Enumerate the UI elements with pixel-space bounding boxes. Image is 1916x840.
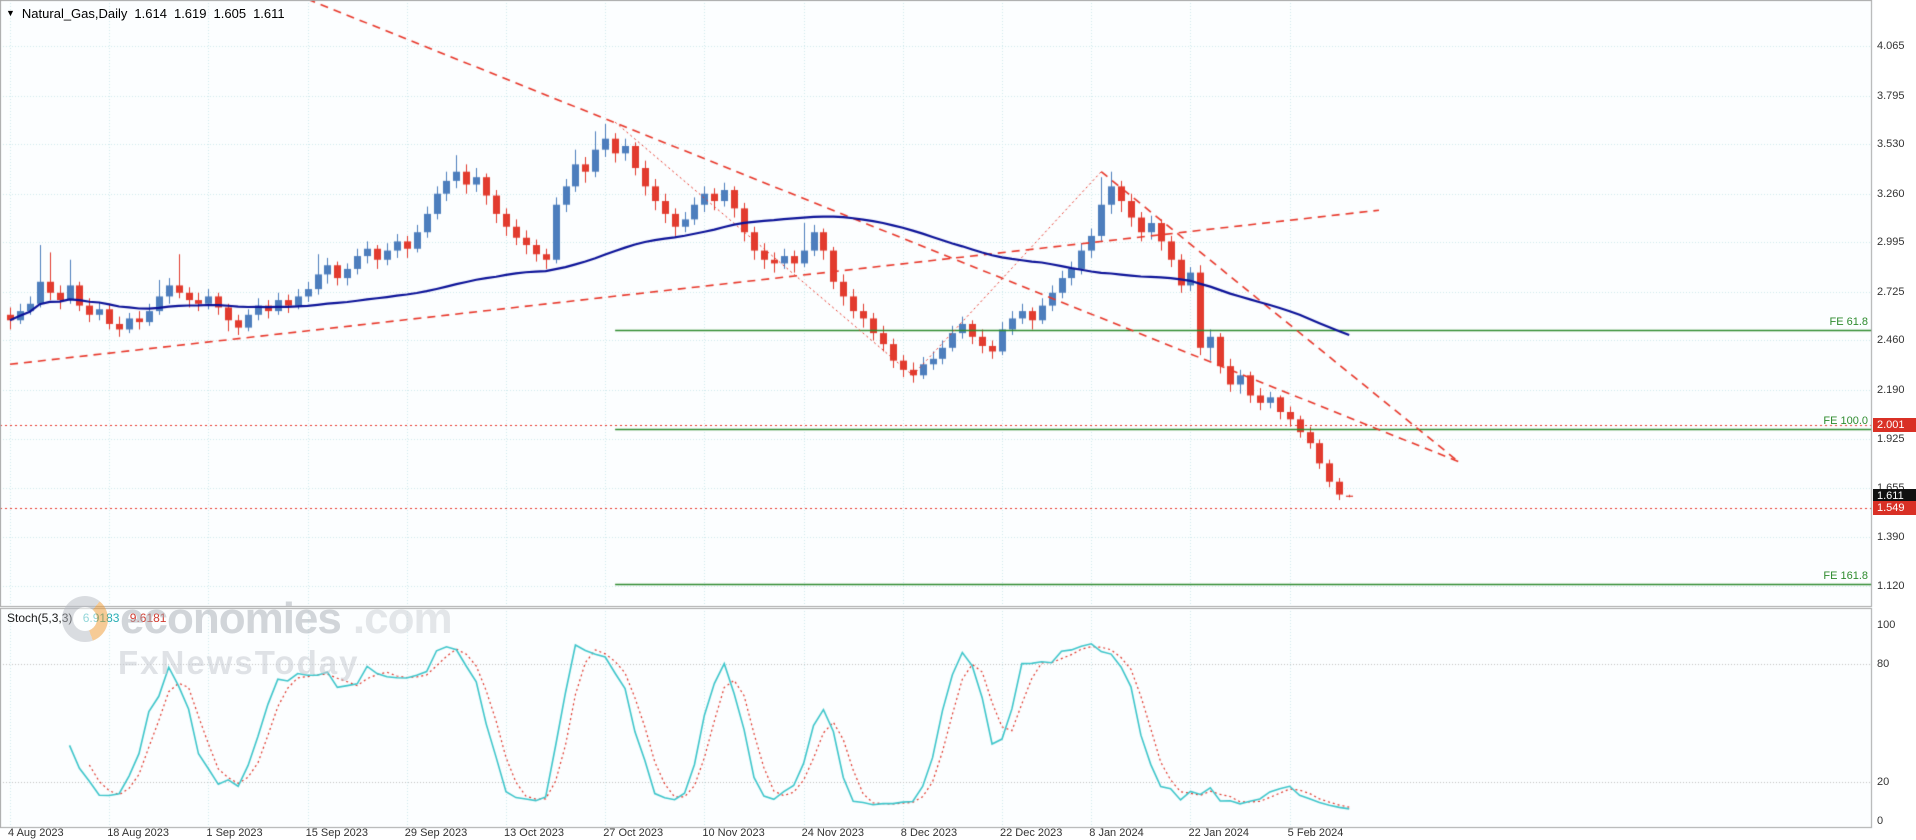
stoch-axis-label: 100 bbox=[1877, 619, 1896, 631]
price-axis-label: 3.795 bbox=[1877, 89, 1905, 102]
date-axis-label: 22 Jan 2024 bbox=[1188, 827, 1250, 839]
quote-high: 1.619 bbox=[173, 6, 207, 21]
symbol-quote: ▼ Natural_Gas,Daily 1.614 1.619 1.605 1.… bbox=[6, 6, 285, 21]
price-axis-label: 1.120 bbox=[1877, 580, 1905, 593]
price-axis-label: 1.925 bbox=[1877, 432, 1905, 445]
date-axis-label: 10 Nov 2023 bbox=[702, 827, 765, 839]
stoch-axis-label: 20 bbox=[1877, 775, 1890, 788]
price-axis-label: 2.995 bbox=[1877, 236, 1905, 249]
stoch-axis-label: 80 bbox=[1877, 658, 1890, 671]
price-tag: 1.611 bbox=[1873, 489, 1916, 504]
date-axis-label: 15 Sep 2023 bbox=[305, 827, 368, 839]
date-axis-label: 8 Dec 2023 bbox=[900, 827, 958, 839]
price-tag: 1.549 bbox=[1873, 500, 1916, 515]
date-axis-label: 27 Oct 2023 bbox=[603, 827, 664, 839]
symbol-dropdown-icon[interactable]: ▼ bbox=[6, 8, 15, 18]
price-axis-label: 2.460 bbox=[1877, 334, 1905, 347]
symbol-name: Natural_Gas,Daily bbox=[21, 6, 128, 21]
date-axis-label: 22 Dec 2023 bbox=[1000, 827, 1063, 839]
date-axis-label: 24 Nov 2023 bbox=[801, 827, 864, 839]
watermark-tld: .com bbox=[352, 594, 453, 643]
price-axis-label: 2.190 bbox=[1877, 383, 1905, 396]
date-axis-label: 5 Feb 2024 bbox=[1287, 827, 1344, 839]
date-axis-label: 13 Oct 2023 bbox=[504, 827, 564, 839]
date-axis-label: 29 Sep 2023 bbox=[404, 827, 468, 839]
fib-level-label: FE 100.0 bbox=[1823, 415, 1868, 428]
quote-open: 1.614 bbox=[134, 6, 167, 21]
fib-level-label: FE 61.8 bbox=[1829, 315, 1868, 328]
price-axis-label: 1.390 bbox=[1877, 530, 1905, 543]
price-axis-label: 2.725 bbox=[1877, 285, 1905, 298]
watermark-brand-row: economies .com bbox=[62, 594, 453, 644]
quote-close: 1.611 bbox=[253, 6, 285, 21]
date-axis-label: 4 Aug 2023 bbox=[8, 827, 64, 839]
watermark: economies .com FxNewsToday bbox=[62, 594, 453, 682]
price-axis-label: 3.260 bbox=[1877, 187, 1905, 200]
watermark-brand: economies bbox=[120, 594, 342, 643]
stoch-signal-value: 9.6181 bbox=[129, 611, 167, 625]
date-axis-label: 18 Aug 2023 bbox=[107, 827, 169, 839]
stoch-axis-label: 0 bbox=[1877, 815, 1884, 827]
price-tag: 2.001 bbox=[1873, 417, 1916, 432]
watermark-tagline: FxNewsToday bbox=[118, 644, 360, 681]
fib-level-label: FE 161.8 bbox=[1823, 569, 1868, 582]
date-axis-label: 8 Jan 2024 bbox=[1089, 827, 1144, 839]
date-axis-label: 1 Sep 2023 bbox=[206, 827, 263, 839]
price-axis-label: 4.065 bbox=[1877, 40, 1905, 53]
price-axis-label: 3.530 bbox=[1877, 138, 1905, 151]
stoch-name: Stoch(5,3,3) bbox=[7, 611, 73, 625]
economies-logo-icon bbox=[62, 596, 108, 642]
quote-low: 1.605 bbox=[213, 6, 247, 21]
